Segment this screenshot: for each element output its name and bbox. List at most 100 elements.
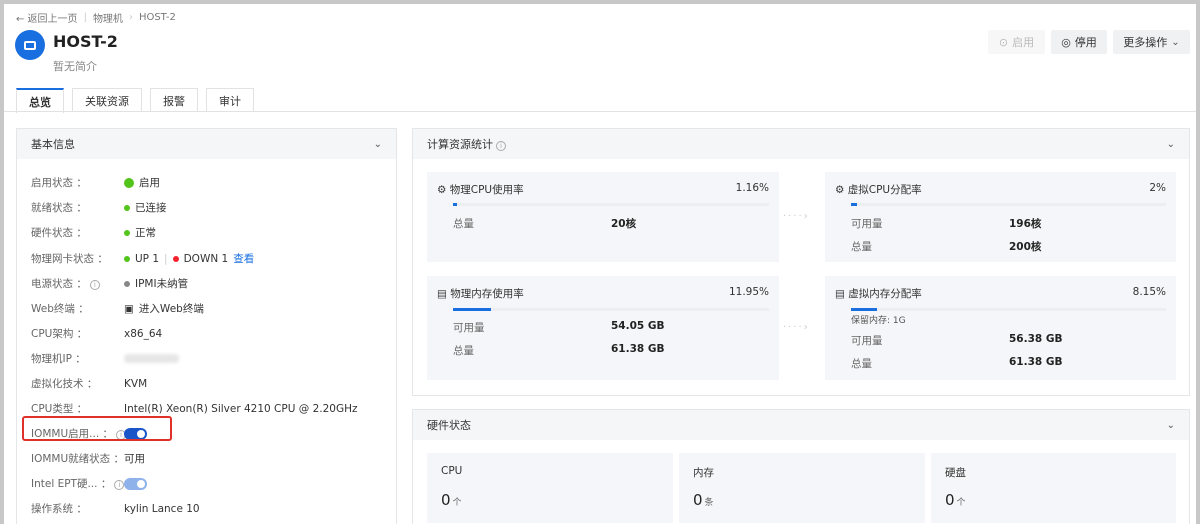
label: Intel EPT硬... ： bbox=[31, 478, 112, 490]
label: 总量 bbox=[453, 218, 474, 230]
iommu-toggle[interactable] bbox=[124, 427, 147, 440]
info-row: IOMMU就绪状态 ：可用 bbox=[31, 451, 145, 466]
info-icon[interactable]: i bbox=[89, 280, 100, 290]
info-row: 物理机IP ： bbox=[31, 351, 179, 366]
breadcrumb-parent[interactable]: 物理机 bbox=[92, 14, 123, 25]
status-dot-icon bbox=[124, 229, 130, 236]
usage-bar bbox=[453, 203, 769, 206]
value: 可用 bbox=[124, 453, 145, 465]
info-icon[interactable]: i bbox=[496, 141, 506, 151]
value: 61.38 GB bbox=[611, 343, 665, 355]
web-terminal-link[interactable]: ▣ 进入Web终端 bbox=[124, 301, 204, 316]
usage-bar-fill bbox=[453, 308, 491, 311]
play-icon: ⊙ bbox=[998, 35, 1009, 49]
value: 196核 bbox=[1009, 218, 1042, 230]
ept-toggle bbox=[124, 477, 147, 490]
disable-button[interactable]: ◎ 停用 bbox=[1051, 30, 1107, 54]
percent: 1.16% bbox=[735, 182, 769, 194]
percent: 8.15% bbox=[1132, 286, 1166, 298]
info-row: 就绪状态 ： 已连接 bbox=[31, 200, 167, 215]
label: CPU类型 ： bbox=[31, 403, 88, 415]
card-title: 物理内存使用率 bbox=[450, 288, 524, 300]
hardware-panel: 硬件状态 ⌄ CPU 0 个 内存 0 条 硬盘 0 个 bbox=[412, 409, 1190, 524]
enable-button[interactable]: ⊙ 启用 bbox=[988, 30, 1045, 54]
nic-up: UP 1 bbox=[135, 252, 160, 265]
panel-title: 基本信息 bbox=[31, 138, 75, 151]
value: 200核 bbox=[1009, 241, 1042, 253]
unit: 个 bbox=[452, 498, 462, 508]
value: 进入Web终端 bbox=[138, 303, 204, 315]
status-dot-icon bbox=[124, 204, 130, 211]
value: 启用 bbox=[139, 177, 160, 189]
info-row: Web终端 ： ▣ 进入Web终端 bbox=[31, 301, 204, 316]
back-link[interactable]: ← 返回上一页 bbox=[16, 14, 78, 25]
host-icon bbox=[15, 30, 45, 60]
stop-icon: ◎ bbox=[1061, 35, 1071, 49]
info-row: 虚拟化技术 ： KVM bbox=[31, 376, 147, 391]
label: 硬件状态 ： bbox=[31, 227, 87, 239]
value: 正常 bbox=[135, 227, 156, 239]
more-actions-button[interactable]: 更多操作 ⌄ bbox=[1113, 30, 1190, 54]
usage-bar-fill bbox=[851, 308, 877, 311]
usage-bar-fill bbox=[453, 203, 457, 206]
virt-mem-card: ▤ 虚拟内存分配率 8.15% 保留内存: 1G 可用量 56.38 GB 总量 61… bbox=[825, 276, 1176, 380]
view-nic-link[interactable]: 查看 bbox=[233, 253, 255, 265]
label: 物理机IP ： bbox=[31, 353, 86, 365]
basic-info-panel: 基本信息 ⌄ 启用状态 ： 启用 就绪状态 ： 已连接 硬件状态 ： 正常 物理网卡状态… bbox=[16, 128, 397, 524]
page-description: 暂无简介 bbox=[53, 60, 97, 73]
label: 电源状态 ： bbox=[31, 278, 87, 290]
highlight-box bbox=[22, 416, 172, 441]
chevron-down-icon[interactable]: ⌄ bbox=[373, 138, 382, 150]
label: CPU架构 ： bbox=[31, 328, 88, 340]
value: IPMI未纳管 bbox=[135, 278, 189, 290]
tab-audit[interactable]: 审计 bbox=[206, 88, 254, 112]
value: kylin Lance 10 bbox=[124, 502, 200, 515]
breadcrumb-current: HOST-2 bbox=[138, 12, 176, 23]
tab-alarms[interactable]: 报警 bbox=[150, 88, 198, 112]
label: 总量 bbox=[453, 345, 474, 357]
blurred-ip bbox=[124, 354, 179, 363]
info-row: Intel EPT硬... ： i bbox=[31, 476, 147, 491]
chevron-down-icon[interactable]: ⌄ bbox=[1166, 419, 1175, 431]
divider: | bbox=[83, 12, 87, 23]
label: 内存 bbox=[693, 467, 714, 479]
virt-cpu-card: ⚙ 虚拟CPU分配率 2% 可用量 196核 总量 200核 bbox=[825, 172, 1176, 262]
value: KVM bbox=[124, 377, 148, 390]
usage-bar bbox=[851, 203, 1166, 206]
label: 就绪状态 ： bbox=[31, 202, 87, 214]
label: IOMMU就绪状态 ： bbox=[31, 453, 125, 465]
count: 0 bbox=[693, 491, 703, 509]
arrow-right-icon: ····› bbox=[783, 211, 810, 222]
label: 总量 bbox=[851, 358, 872, 370]
tab-related-resources[interactable]: 关联资源 bbox=[72, 88, 142, 112]
tab-overview[interactable]: 总览 bbox=[16, 88, 64, 113]
value: 54.05 GB bbox=[611, 320, 665, 332]
info-row: 物理网卡状态 ： UP 1 | DOWN 1 查看 bbox=[31, 251, 254, 266]
value: 已连接 bbox=[135, 202, 167, 214]
chevron-right-icon: › bbox=[128, 12, 133, 23]
usage-bar-fill bbox=[851, 203, 858, 206]
hw-cpu-card: CPU 0 个 bbox=[427, 453, 673, 523]
label: 物理网卡状态 ： bbox=[31, 253, 108, 265]
info-row: CPU类型 ： Intel(R) Xeon(R) Silver 4210 CPU … bbox=[31, 401, 358, 416]
label: IOMMU启用... ： bbox=[31, 428, 114, 440]
panel-title: 计算资源统计 bbox=[427, 138, 493, 151]
memory-icon: ▤ bbox=[437, 288, 451, 300]
label: 可用量 bbox=[453, 322, 485, 334]
panel-header[interactable]: 基本信息 ⌄ bbox=[17, 129, 396, 159]
divider: | bbox=[164, 252, 168, 265]
info-icon[interactable]: i bbox=[114, 480, 125, 490]
info-row: 硬件状态 ： 正常 bbox=[31, 225, 156, 240]
label: 操作系统 ： bbox=[31, 503, 87, 515]
breadcrumb: ← 返回上一页 | 物理机 › HOST-2 bbox=[16, 10, 176, 25]
status-dot-icon bbox=[124, 255, 130, 262]
card-title: 物理CPU使用率 bbox=[449, 184, 524, 196]
memory-icon: ▤ bbox=[835, 288, 849, 300]
panel-header[interactable]: 硬件状态 ⌄ bbox=[413, 410, 1189, 440]
count: 0 bbox=[945, 491, 955, 509]
chevron-down-icon[interactable]: ⌄ bbox=[1166, 138, 1175, 150]
phys-cpu-card: ⚙ 物理CPU使用率 1.16% 总量 20核 bbox=[427, 172, 779, 262]
panel-header[interactable]: 计算资源统计 i ⌄ bbox=[413, 129, 1189, 159]
status-dot-icon bbox=[172, 255, 179, 262]
chevron-down-icon: ⌄ bbox=[1171, 36, 1180, 48]
